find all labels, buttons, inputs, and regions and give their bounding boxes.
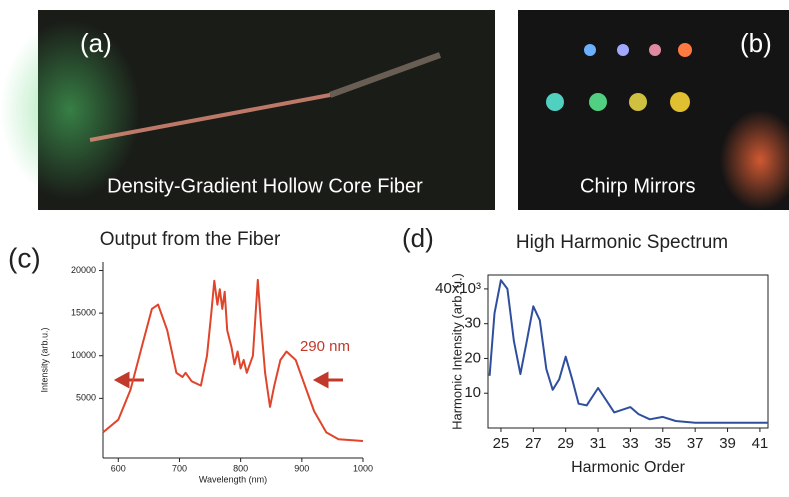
panel-label: (d)	[402, 223, 434, 253]
figure: (a) Density-Gradient Hollow Core Fiber (…	[0, 0, 789, 497]
x-tick-label: 35	[654, 435, 671, 452]
photo-a: (a) Density-Gradient Hollow Core Fiber	[0, 10, 495, 210]
x-tick-label: 37	[687, 435, 704, 452]
photo-label: (a)	[80, 28, 112, 58]
x-tick-label: 41	[752, 435, 769, 452]
data-line	[103, 280, 363, 441]
y-axis-label: Intensity (arb.u.)	[39, 327, 49, 392]
photo-caption: Density-Gradient Hollow Core Fiber	[107, 175, 423, 197]
annotation: 290 nm	[300, 338, 350, 355]
y-tick-label: 20000	[71, 265, 96, 275]
x-axis-label: Wavelength (nm)	[199, 474, 267, 484]
y-tick-label: 40x10³	[435, 280, 481, 297]
x-tick-label: 800	[233, 463, 248, 473]
chart-title: High Harmonic Spectrum	[516, 232, 728, 253]
x-tick-label: 29	[557, 435, 574, 452]
x-tick-label: 31	[590, 435, 607, 452]
y-tick-label: 20	[464, 349, 481, 366]
plot-frame	[488, 275, 768, 428]
photo-label: (b)	[740, 28, 772, 58]
x-tick-label: 25	[493, 435, 510, 452]
x-tick-label: 27	[525, 435, 542, 452]
y-tick-label: 15000	[71, 308, 96, 318]
x-tick-label: 33	[622, 435, 639, 452]
y-tick-label: 10000	[71, 350, 96, 360]
x-tick-label: 900	[294, 463, 309, 473]
photo-b: (b) Chirp Mirrors	[518, 10, 789, 210]
y-tick-label: 5000	[76, 393, 96, 403]
fwhm-arrow-left	[117, 374, 144, 386]
fwhm-arrow-right	[316, 374, 343, 386]
y-tick-label: 10	[464, 384, 481, 401]
x-tick-label: 39	[719, 435, 736, 452]
x-tick-label: 600	[111, 463, 126, 473]
x-axis-label: Harmonic Order	[571, 459, 685, 476]
photo-caption: Chirp Mirrors	[580, 175, 696, 197]
chart-title: Output from the Fiber	[100, 229, 281, 250]
data-line	[490, 280, 768, 423]
x-tick-label: 700	[172, 463, 187, 473]
x-tick-label: 1000	[353, 463, 373, 473]
y-tick-label: 30	[464, 315, 481, 332]
panel-label: (c)	[8, 242, 41, 273]
